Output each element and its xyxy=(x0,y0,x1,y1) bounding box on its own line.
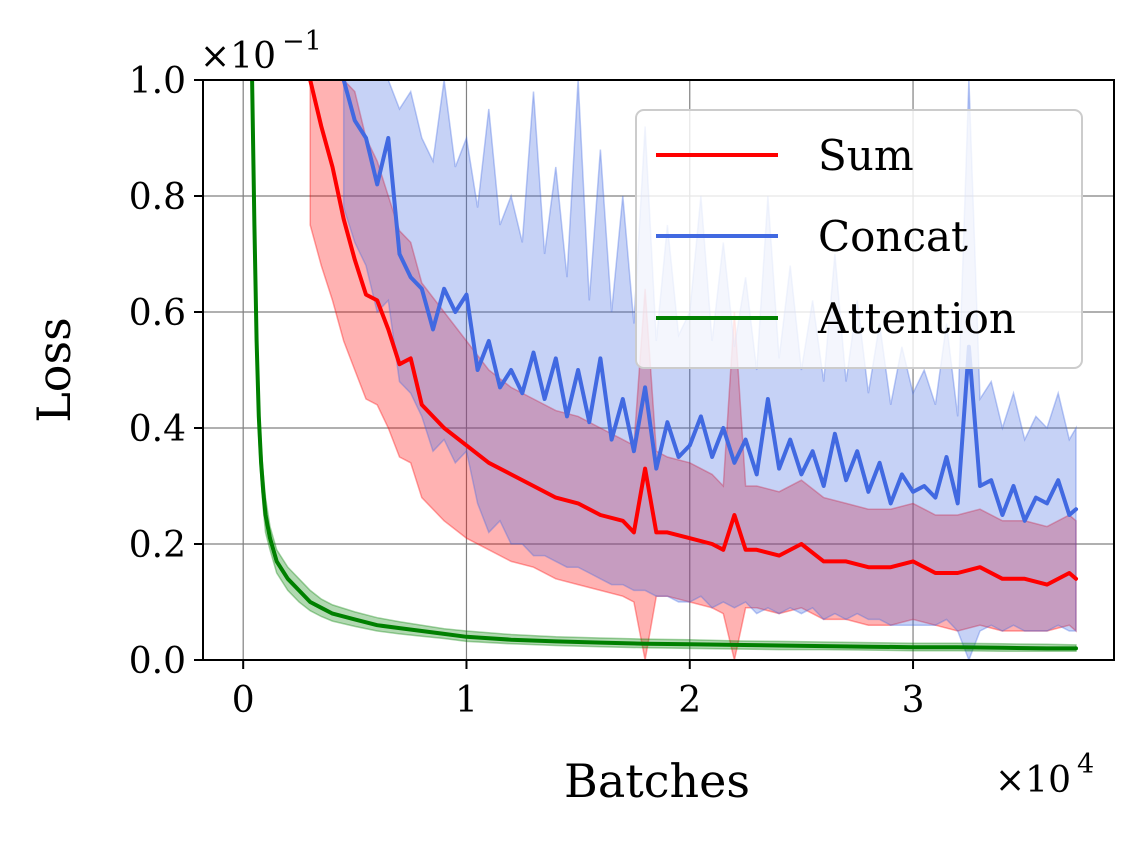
x-axis-ticks: 0 1 2 3 xyxy=(232,660,925,721)
legend-label-attention: Attention xyxy=(817,294,1016,343)
y-axis-ticks: 0.0 0.2 0.4 0.6 0.8 1.0 xyxy=(129,61,203,682)
band-sum xyxy=(309,80,1077,660)
x-tick-label: 1 xyxy=(455,680,478,721)
legend: Sum Concat Attention xyxy=(635,109,1083,369)
x-multiplier-base: ×10 xyxy=(995,760,1071,801)
legend-label-sum: Sum xyxy=(818,131,914,180)
y-multiplier: ×10 −1 xyxy=(200,26,322,77)
legend-label-concat: Concat xyxy=(818,212,968,261)
line-concat xyxy=(341,80,1078,523)
confidence-bands xyxy=(251,80,1077,660)
x-multiplier: ×10 4 xyxy=(995,749,1094,801)
x-tick-label: 2 xyxy=(678,680,701,721)
x-axis-title: Batches xyxy=(564,754,750,808)
y-axis-title: Loss xyxy=(27,317,81,422)
y-tick-label: 0.8 xyxy=(129,177,186,218)
y-multiplier-base: ×10 xyxy=(200,36,276,77)
series-lines xyxy=(250,80,1078,651)
y-tick-label: 0.4 xyxy=(129,409,186,450)
band-concat xyxy=(342,80,1077,660)
y-tick-label: 0.2 xyxy=(129,525,186,566)
y-tick-label: 1.0 xyxy=(129,61,186,102)
line-sum xyxy=(308,80,1078,587)
line-attention xyxy=(250,80,1078,651)
plot-frame xyxy=(202,79,1115,661)
x-tick-label: 0 xyxy=(232,680,255,721)
y-tick-label: 0.6 xyxy=(129,293,186,334)
x-multiplier-exponent: 4 xyxy=(1077,749,1094,780)
legend-box xyxy=(635,109,1083,369)
y-tick-label: 0.0 xyxy=(129,641,186,682)
y-multiplier-exponent: −1 xyxy=(282,26,322,57)
x-tick-label: 3 xyxy=(902,680,925,721)
